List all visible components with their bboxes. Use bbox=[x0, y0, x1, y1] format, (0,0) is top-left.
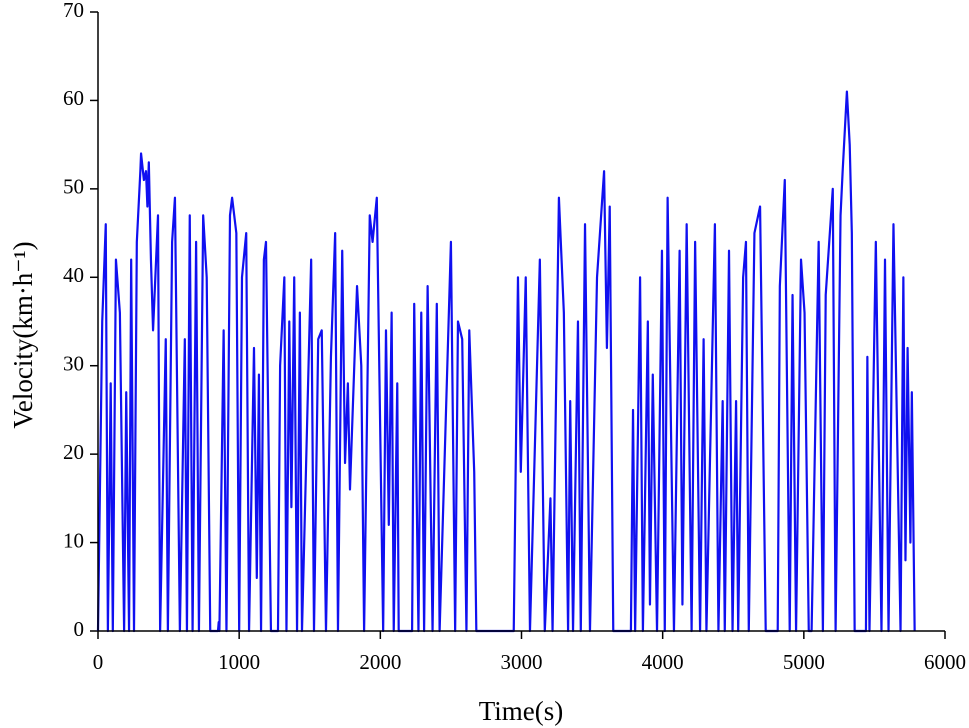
y-tick-label: 40 bbox=[63, 263, 84, 287]
y-tick-label: 20 bbox=[63, 440, 84, 464]
x-axis-label: Time(s) bbox=[479, 696, 564, 726]
x-tick-label: 3000 bbox=[501, 650, 543, 674]
y-tick-label: 60 bbox=[63, 86, 84, 110]
x-tick-label: 4000 bbox=[642, 650, 684, 674]
x-tick-label: 5000 bbox=[783, 650, 825, 674]
x-tick-label: 1000 bbox=[218, 650, 260, 674]
x-tick-label: 6000 bbox=[924, 650, 966, 674]
y-tick-label: 70 bbox=[63, 0, 84, 22]
y-tick-label: 50 bbox=[63, 175, 84, 199]
y-axis-label: Velocity(km·h⁻¹) bbox=[8, 241, 38, 428]
data-line bbox=[96, 90, 916, 633]
y-tick-label: 30 bbox=[63, 352, 84, 376]
y-tick-label: 10 bbox=[63, 528, 84, 552]
y-tick-label: 0 bbox=[74, 617, 85, 641]
x-tick-label: 2000 bbox=[359, 650, 401, 674]
x-tick-label: 0 bbox=[93, 650, 104, 674]
